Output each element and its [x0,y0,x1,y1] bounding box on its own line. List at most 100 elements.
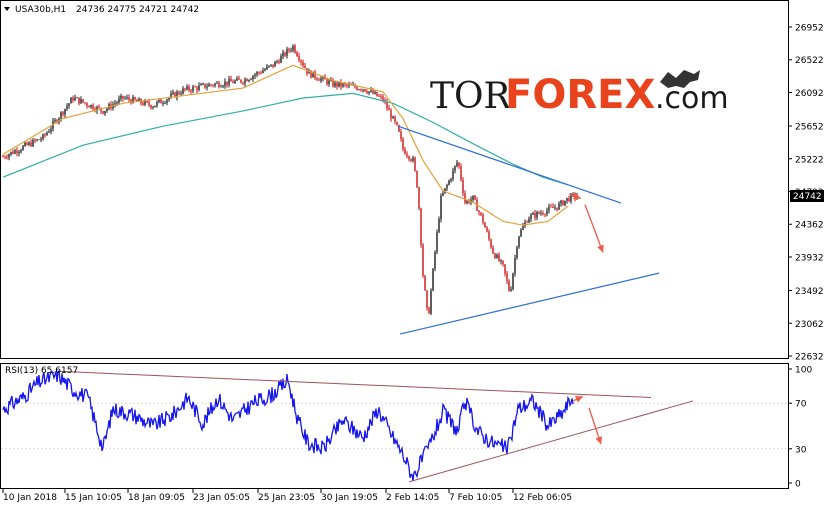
candle-body [316,77,318,80]
candle-body [114,103,116,105]
candle-body [426,290,428,308]
candle-body [88,105,90,108]
candle-body [124,98,126,99]
candle-body [90,104,92,108]
candle-body [538,211,540,214]
candle-body [432,268,434,291]
logo-tor: TOR [430,76,512,117]
candle-body [468,200,470,203]
candle-body [12,151,14,154]
candle-body [398,125,400,132]
candle-body [116,102,118,104]
candle-body [496,254,498,259]
candle-body [50,128,52,132]
candle-body [260,72,262,74]
candle-body [198,85,200,90]
candle-body [566,197,568,201]
candle-body [188,86,190,91]
price-tick-label: 23932 [795,253,824,263]
candle-body [416,170,418,188]
candle-body [142,103,144,105]
candle-body [20,150,22,152]
candle-body [228,78,230,85]
candle-body [394,116,396,122]
candle-body [558,203,560,210]
candle-body [502,260,504,265]
slow-moving-average [2,92,569,186]
candle-body [512,273,514,290]
rsi-arrow-1-head [595,436,603,445]
candle-body [206,86,208,88]
candle-body [440,195,442,220]
time-tick-label: 10 Jan 2018 [3,493,57,503]
candle-body [396,121,398,126]
rsi-label: RSI(13) 65.6157 [5,366,78,376]
candle-body [194,86,196,88]
candle-body [190,90,192,92]
candle-body [500,260,502,262]
rsi-series-layer [1,370,788,483]
candle-body [54,120,56,122]
candle-body [572,194,574,195]
rsi-pane [0,363,789,489]
candle-body [180,93,182,95]
price-pane [0,0,789,359]
candle-body [128,97,130,100]
rsi-axis: 100 70 30 0 [788,366,812,490]
candle-body [326,79,328,85]
candle-body [536,211,538,218]
rsi-tick-label: 70 [795,400,807,410]
time-tick-label: 2 Feb 14:05 [386,493,439,503]
candle-body [418,187,420,209]
rsi-tick-label: 30 [795,445,807,455]
candle-body [480,212,482,216]
candle-body [430,290,432,314]
candle-body [544,214,546,216]
time-tick-label: 12 Feb 06:05 [513,493,572,503]
candle-body [150,105,152,108]
rsi-tick-label: 100 [795,366,812,376]
price-tick-label: 25222 [795,155,824,165]
candle-body [6,157,8,159]
candle-body [224,81,226,86]
candle-body [246,79,248,82]
candle-body [466,200,468,203]
candle-body [236,78,238,81]
candle-body [78,97,80,104]
candle-body [456,162,458,166]
time-tick-label: 15 Jan 10:05 [65,493,122,503]
candle-body [486,227,488,232]
collapse-triangle-icon[interactable] [4,7,10,11]
candle-body [146,100,148,102]
candle-body [344,83,346,85]
candle-body [560,200,562,204]
time-axis: 10 Jan 2018 15 Jan 10:05 18 Jan 09:05 23 Ja… [2,489,572,503]
candle-body [182,88,184,94]
candle-body [526,222,528,224]
candle-body [186,86,188,90]
candle-body [72,97,74,101]
candle-body [172,92,174,94]
candle-body [122,95,124,99]
candle-body [272,64,274,67]
candle-body [292,45,294,51]
candle-body [380,96,382,98]
candle-body [38,139,40,141]
candle-body [46,132,48,135]
candle-body [508,281,510,291]
candle-body [448,180,450,185]
candle-body [96,106,98,111]
candle-body [156,101,158,106]
candle-body [28,142,30,145]
candle-body [458,162,460,166]
candle-body [386,101,388,109]
ohlc-values: 24736 24775 24721 24742 [76,5,199,15]
candle-body [218,82,220,87]
candle-body [102,111,104,114]
candle-body [222,85,224,87]
candle-body [286,49,288,56]
candle-body [392,116,394,119]
rsi-resistance-line [58,370,652,398]
candle-body [252,75,254,80]
candle-body [506,273,508,282]
